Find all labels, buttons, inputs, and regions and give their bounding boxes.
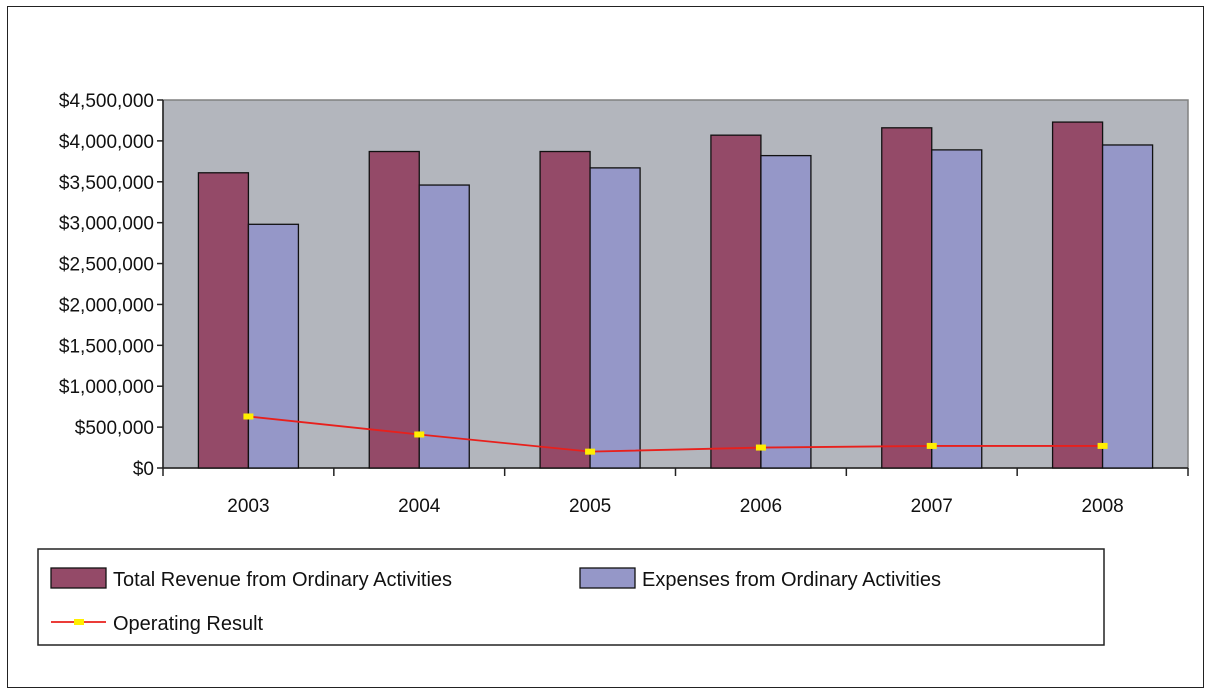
y-tick-label: $0 xyxy=(133,459,154,480)
operating-result-point-2004 xyxy=(414,431,425,438)
legend-label: Expenses from Ordinary Activities xyxy=(642,569,941,591)
y-tick-label: $4,000,000 xyxy=(59,132,154,153)
operating-result-point-2003 xyxy=(243,413,254,420)
operating-result-point-2008 xyxy=(1097,442,1108,449)
y-tick-label: $2,500,000 xyxy=(59,255,154,276)
bar-revenue-2006 xyxy=(710,134,762,469)
y-tick-label: $1,500,000 xyxy=(59,336,154,357)
y-tick-label: $1,000,000 xyxy=(59,377,154,398)
y-tick-label: $3,000,000 xyxy=(59,214,154,235)
operating-result-point-2005 xyxy=(585,448,596,455)
bar-revenue-2007 xyxy=(881,127,933,469)
bar-expenses-2003 xyxy=(247,223,300,469)
legend-swatch-expenses xyxy=(579,567,636,589)
x-tick-label: 2005 xyxy=(569,496,611,517)
legend-box xyxy=(37,548,1105,646)
x-tick-label: 2004 xyxy=(398,496,441,517)
legend-label: Operating Result xyxy=(113,613,264,635)
y-tick-label: $2,000,000 xyxy=(59,295,154,316)
bar-expenses-2006 xyxy=(760,154,812,469)
legend-swatch-revenue xyxy=(50,567,107,589)
y-tick-label: $4,500,000 xyxy=(59,91,154,112)
y-tick-label: $500,000 xyxy=(75,418,154,439)
operating-result-point-2007 xyxy=(926,442,937,449)
operating-result-line xyxy=(248,415,1103,453)
legend: Total Revenue from Ordinary Activities Ex… xyxy=(37,548,1105,646)
bar-revenue-2008 xyxy=(1051,121,1104,469)
x-tick-label: 2008 xyxy=(1081,496,1123,517)
legend-marker-operating-result xyxy=(74,619,84,625)
bar-expenses-2008 xyxy=(1101,144,1154,469)
x-tick-label: 2007 xyxy=(911,496,953,517)
bar-expenses-2005 xyxy=(589,167,641,469)
bar-revenue-2005 xyxy=(539,150,591,469)
bar-expenses-2004 xyxy=(418,184,470,469)
y-tick-label: $3,500,000 xyxy=(59,173,154,194)
x-tick-label: 2006 xyxy=(740,496,782,517)
x-tick-label: 2003 xyxy=(227,496,269,517)
bar-revenue-2003 xyxy=(197,172,250,469)
operating-result-point-2006 xyxy=(755,444,766,451)
legend-label: Total Revenue from Ordinary Activities xyxy=(113,569,452,591)
plot-area: $0 $500,000 $1,000,000 $1,500,000 $2,000,000… xyxy=(59,91,1189,517)
plot-background xyxy=(162,99,1189,469)
bar-revenue-2004 xyxy=(368,150,420,469)
bar-expenses-2007 xyxy=(931,149,983,469)
